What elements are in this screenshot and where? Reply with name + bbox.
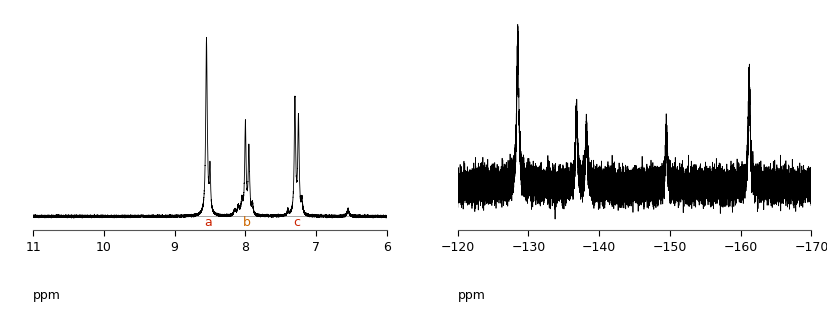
Text: a: a: [204, 216, 213, 229]
Text: ppm: ppm: [33, 289, 61, 302]
Text: ppm: ppm: [457, 289, 485, 302]
Text: b: b: [242, 216, 251, 229]
Text: c: c: [293, 216, 299, 229]
